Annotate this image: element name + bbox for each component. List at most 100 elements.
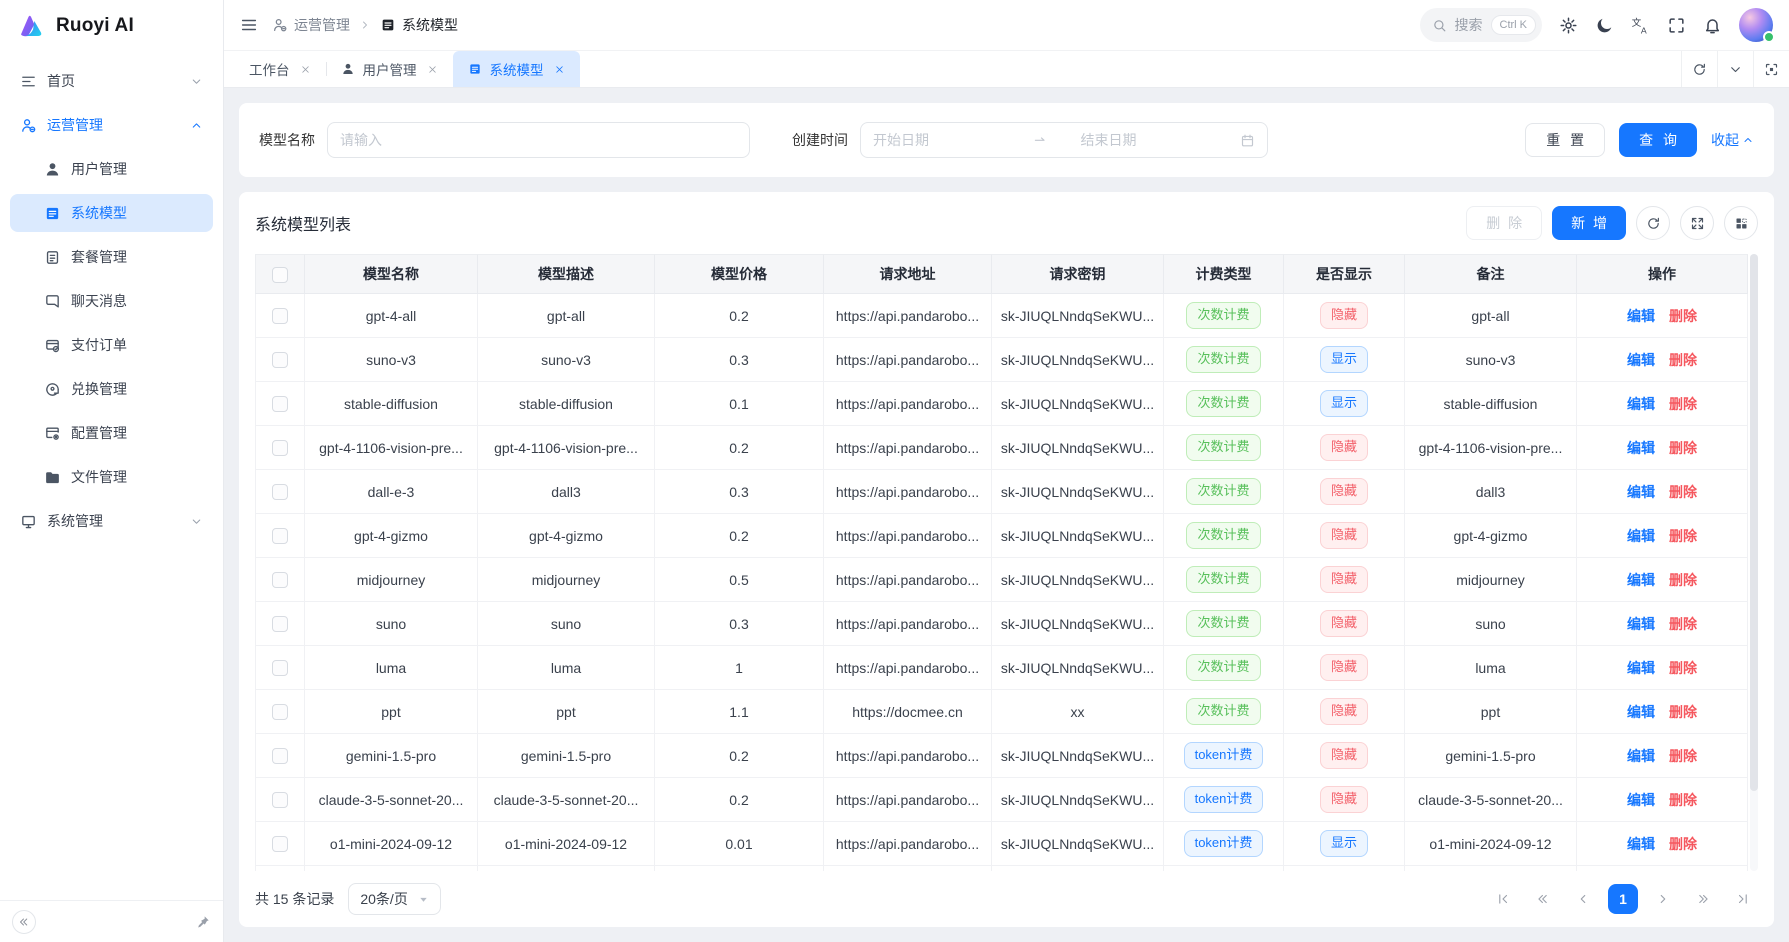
delete-link[interactable]: 删除: [1669, 351, 1697, 368]
next-page-button[interactable]: [1648, 884, 1678, 914]
select-all-checkbox[interactable]: [272, 266, 288, 283]
row-checkbox[interactable]: [272, 748, 288, 765]
tab-系统模型[interactable]: 系统模型: [452, 51, 580, 87]
sidebar-item-运营管理[interactable]: 运营管理: [10, 106, 213, 144]
model-name-input[interactable]: [327, 122, 750, 158]
billing-type-badge: 次数计费: [1186, 434, 1261, 461]
row-checkbox[interactable]: [272, 792, 288, 809]
edit-link[interactable]: 编辑: [1627, 747, 1655, 764]
row-checkbox[interactable]: [272, 704, 288, 721]
create-time-range-picker[interactable]: 开始日期 结束日期: [860, 122, 1268, 158]
key-cell: sk-JIUQLNndqSeKWU...: [992, 822, 1164, 866]
close-icon[interactable]: [427, 64, 438, 75]
moon-icon[interactable]: [1595, 16, 1614, 35]
row-checkbox[interactable]: [272, 660, 288, 677]
sidebar-item-系统管理[interactable]: 系统管理: [10, 502, 213, 540]
delete-link[interactable]: 删除: [1669, 615, 1697, 632]
table-refresh-button[interactable]: [1636, 206, 1670, 240]
next-5-pages-button[interactable]: [1688, 884, 1718, 914]
pager: 1: [1488, 884, 1758, 914]
fullscreen-icon[interactable]: [1667, 16, 1686, 35]
tab-工作台[interactable]: 工作台: [234, 51, 326, 87]
price-cell: 0.5: [655, 558, 824, 602]
row-checkbox[interactable]: [272, 484, 288, 501]
delete-link[interactable]: 删除: [1669, 307, 1697, 324]
delete-link[interactable]: 删除: [1669, 395, 1697, 412]
edit-link[interactable]: 编辑: [1627, 703, 1655, 720]
collapse-filter-link[interactable]: 收起: [1711, 130, 1754, 150]
edit-link[interactable]: 编辑: [1627, 527, 1655, 544]
last-page-button[interactable]: [1728, 884, 1758, 914]
key-cell: sk-JIUQLNndqSeKWU...: [992, 602, 1164, 646]
edit-link[interactable]: 编辑: [1627, 835, 1655, 852]
search-button[interactable]: 查 询: [1619, 123, 1697, 157]
delete-link[interactable]: 删除: [1669, 483, 1697, 500]
sidebar-item-聊天消息[interactable]: 聊天消息: [10, 282, 213, 320]
edit-link[interactable]: 编辑: [1627, 307, 1655, 324]
edit-link[interactable]: 编辑: [1627, 659, 1655, 676]
avatar[interactable]: [1739, 8, 1775, 43]
date-start-placeholder[interactable]: 开始日期: [873, 132, 929, 148]
sidebar-collapse-button[interactable]: [12, 909, 36, 934]
page-size-select[interactable]: 20条/页: [348, 883, 441, 915]
edit-link[interactable]: 编辑: [1627, 483, 1655, 500]
page-number-button[interactable]: 1: [1608, 884, 1638, 914]
add-button[interactable]: 新 增: [1552, 206, 1626, 240]
first-page-button[interactable]: [1488, 884, 1518, 914]
row-checkbox[interactable]: [272, 836, 288, 853]
row-checkbox[interactable]: [272, 352, 288, 369]
sidebar-item-文件管理[interactable]: 文件管理: [10, 458, 213, 496]
breadcrumb-item-operations[interactable]: 运营管理: [272, 15, 350, 35]
row-checkbox[interactable]: [272, 396, 288, 413]
table-fullscreen-button[interactable]: [1680, 206, 1714, 240]
edit-link[interactable]: 编辑: [1627, 351, 1655, 368]
pin-icon[interactable]: [195, 914, 211, 930]
delete-link[interactable]: 删除: [1669, 527, 1697, 544]
reset-button[interactable]: 重 置: [1525, 123, 1606, 157]
column-settings-button[interactable]: [1724, 206, 1758, 240]
sidebar-item-首页[interactable]: 首页: [10, 62, 213, 100]
edit-link[interactable]: 编辑: [1627, 791, 1655, 808]
table-scrollbar[interactable]: [1750, 254, 1758, 871]
delete-link[interactable]: 删除: [1669, 791, 1697, 808]
delete-link[interactable]: 删除: [1669, 747, 1697, 764]
content-fullscreen-button[interactable]: [1753, 51, 1789, 87]
table-scrollbar-thumb[interactable]: [1750, 254, 1758, 791]
sidebar-item-兑换管理[interactable]: 兑换管理: [10, 370, 213, 408]
bell-icon[interactable]: [1703, 16, 1722, 35]
delete-link[interactable]: 删除: [1669, 659, 1697, 676]
close-icon[interactable]: [300, 64, 311, 75]
edit-link[interactable]: 编辑: [1627, 395, 1655, 412]
delete-link[interactable]: 删除: [1669, 439, 1697, 456]
global-search[interactable]: 搜索 Ctrl K: [1419, 8, 1542, 42]
app-logo[interactable]: Ruoyi AI: [0, 0, 223, 52]
row-checkbox[interactable]: [272, 308, 288, 325]
model-desc-cell: suno-v3: [478, 338, 655, 382]
edit-link[interactable]: 编辑: [1627, 439, 1655, 456]
row-checkbox[interactable]: [272, 528, 288, 545]
hamburger-icon[interactable]: [240, 16, 258, 34]
batch-delete-button[interactable]: 删 除: [1466, 206, 1543, 240]
sidebar-item-配置管理[interactable]: 配置管理: [10, 414, 213, 452]
sidebar-item-用户管理[interactable]: 用户管理: [10, 150, 213, 188]
close-icon[interactable]: [554, 64, 565, 75]
sidebar-item-套餐管理[interactable]: 套餐管理: [10, 238, 213, 276]
settings-icon[interactable]: [1559, 16, 1578, 35]
prev-5-pages-button[interactable]: [1528, 884, 1558, 914]
prev-page-button[interactable]: [1568, 884, 1598, 914]
tab-用户管理[interactable]: 用户管理: [325, 51, 453, 87]
edit-link[interactable]: 编辑: [1627, 571, 1655, 588]
row-checkbox[interactable]: [272, 616, 288, 633]
sidebar-item-系统模型[interactable]: 系统模型: [10, 194, 213, 232]
delete-link[interactable]: 删除: [1669, 571, 1697, 588]
row-checkbox[interactable]: [272, 440, 288, 457]
sidebar-item-支付订单[interactable]: 支付订单: [10, 326, 213, 364]
delete-link[interactable]: 删除: [1669, 835, 1697, 852]
date-end-placeholder[interactable]: 结束日期: [1080, 132, 1137, 148]
edit-link[interactable]: 编辑: [1627, 615, 1655, 632]
tab-refresh-button[interactable]: [1681, 51, 1717, 87]
row-checkbox[interactable]: [272, 572, 288, 589]
tab-menu-button[interactable]: [1717, 51, 1753, 87]
delete-link[interactable]: 删除: [1669, 703, 1697, 720]
